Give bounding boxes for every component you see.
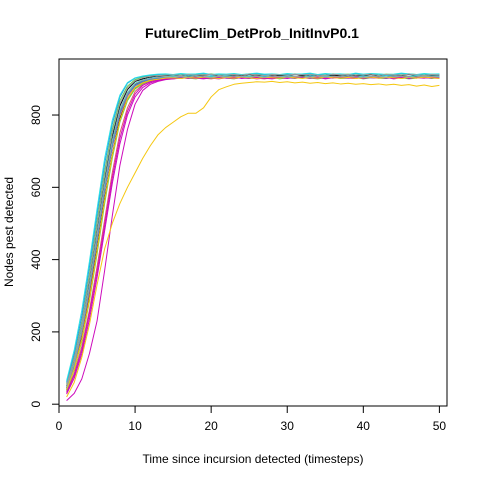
x-tick-label-20: 20 — [204, 419, 218, 433]
plot-series — [66, 72, 440, 401]
y-tick-label-200: 200 — [29, 322, 43, 342]
series-line-18 — [66, 73, 440, 386]
series-line-6 — [66, 73, 440, 385]
x-tick-label-0: 0 — [56, 419, 63, 433]
x-tick-label-50: 50 — [433, 419, 447, 433]
y-axis-label: Nodes pest detected — [2, 177, 16, 287]
y-tick-label-600: 600 — [29, 177, 43, 197]
series-line-8 — [66, 72, 440, 383]
x-axis: 0 10 20 30 40 50 — [56, 406, 447, 433]
y-axis: 0 200 400 600 800 — [29, 105, 59, 408]
y-tick-label-400: 400 — [29, 249, 43, 269]
series-line-11 — [66, 75, 440, 387]
x-tick-label-10: 10 — [128, 419, 142, 433]
chart-title: FutureClim_DetProb_InitInvP0.1 — [145, 25, 359, 41]
x-tick-label-30: 30 — [281, 419, 295, 433]
series-line-3 — [66, 74, 440, 387]
x-tick-label-40: 40 — [357, 419, 371, 433]
x-axis-label: Time since incursion detected (timesteps… — [143, 452, 364, 466]
series-line-15 — [66, 80, 440, 398]
series-line-17 — [66, 75, 440, 388]
plot-frame — [58, 58, 448, 407]
series-line-1 — [66, 75, 440, 389]
series-line-4 — [66, 76, 440, 392]
y-tick-label-0: 0 — [29, 401, 43, 408]
y-tick-label-800: 800 — [29, 105, 43, 125]
series-line-16 — [66, 76, 440, 390]
series-line-10 — [66, 72, 440, 381]
